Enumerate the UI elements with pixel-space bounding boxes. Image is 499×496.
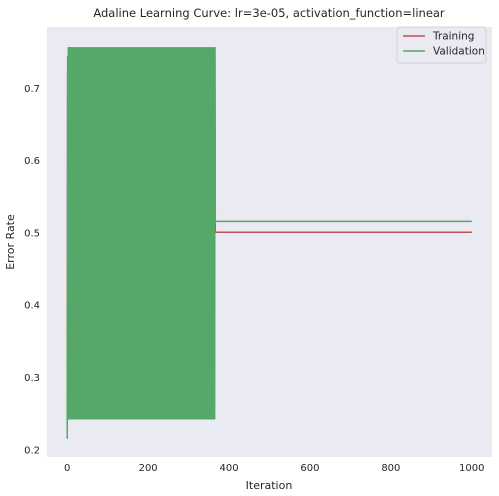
chart-title: Adaline Learning Curve: lr=3e-05, activa… bbox=[93, 6, 445, 20]
series-line-validation bbox=[66, 47, 472, 439]
y-tick-label: 0.2 bbox=[24, 445, 40, 456]
y-ticks: 0.2 0.3 0.4 0.5 0.6 0.7 bbox=[24, 84, 40, 456]
x-ticks: 0 200 400 600 800 1000 bbox=[64, 463, 484, 474]
y-tick-label: 0.4 bbox=[24, 301, 40, 312]
x-tick-label: 0 bbox=[64, 463, 70, 474]
x-axis-label: Iteration bbox=[246, 479, 293, 492]
legend: Training Validation bbox=[396, 26, 487, 64]
x-tick-label: 200 bbox=[139, 463, 158, 474]
y-tick-label: 0.6 bbox=[24, 156, 40, 167]
x-tick-label: 800 bbox=[381, 463, 400, 474]
y-axis-label: Error Rate bbox=[4, 214, 17, 270]
y-tick-label: 0.3 bbox=[24, 373, 40, 384]
x-tick-label: 1000 bbox=[459, 463, 484, 474]
series-layer bbox=[66, 47, 472, 439]
y-tick-label: 0.5 bbox=[24, 228, 40, 239]
legend-label-validation: Validation bbox=[433, 46, 485, 58]
x-tick-label: 600 bbox=[300, 463, 319, 474]
y-tick-label: 0.7 bbox=[24, 84, 40, 95]
legend-label-training: Training bbox=[432, 31, 474, 43]
x-tick-label: 400 bbox=[219, 463, 238, 474]
